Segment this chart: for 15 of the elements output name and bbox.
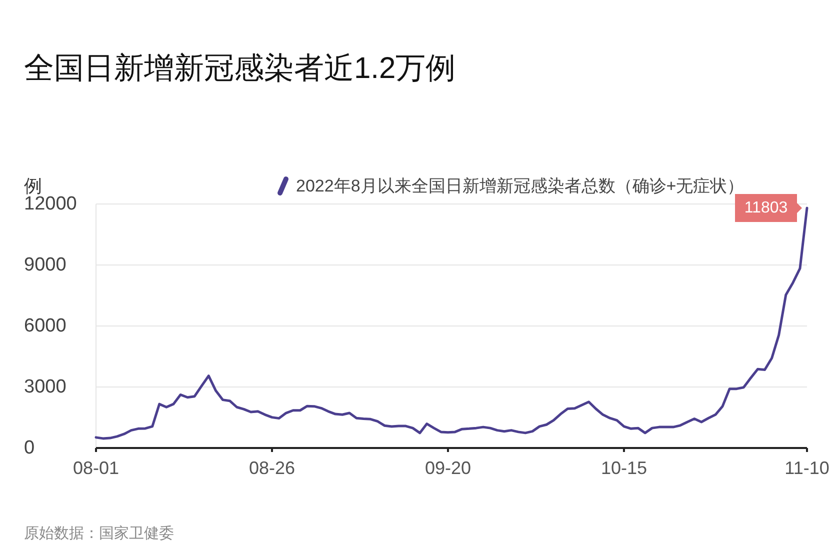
ytick: 12000 xyxy=(24,194,77,214)
ytick: 9000 xyxy=(24,254,66,276)
annotation: 11803 xyxy=(744,200,788,217)
title: 全国日新增新冠感染者近1.2万例 xyxy=(24,52,456,85)
ytick: 6000 xyxy=(24,316,66,336)
annotation: 11803 xyxy=(735,194,802,222)
xtick: 09-20 xyxy=(424,458,471,478)
xtick: 11-10 xyxy=(784,458,830,478)
xtick: 10-15 xyxy=(600,458,647,478)
xtick: 08-26 xyxy=(248,458,296,478)
ytick: 3000 xyxy=(24,376,66,398)
ytick: 0 xyxy=(24,438,35,458)
xtick: 08-01 xyxy=(72,458,120,478)
ylabel: 例 xyxy=(24,176,42,196)
note: 原始数据：国家卫健委 xyxy=(24,525,174,542)
